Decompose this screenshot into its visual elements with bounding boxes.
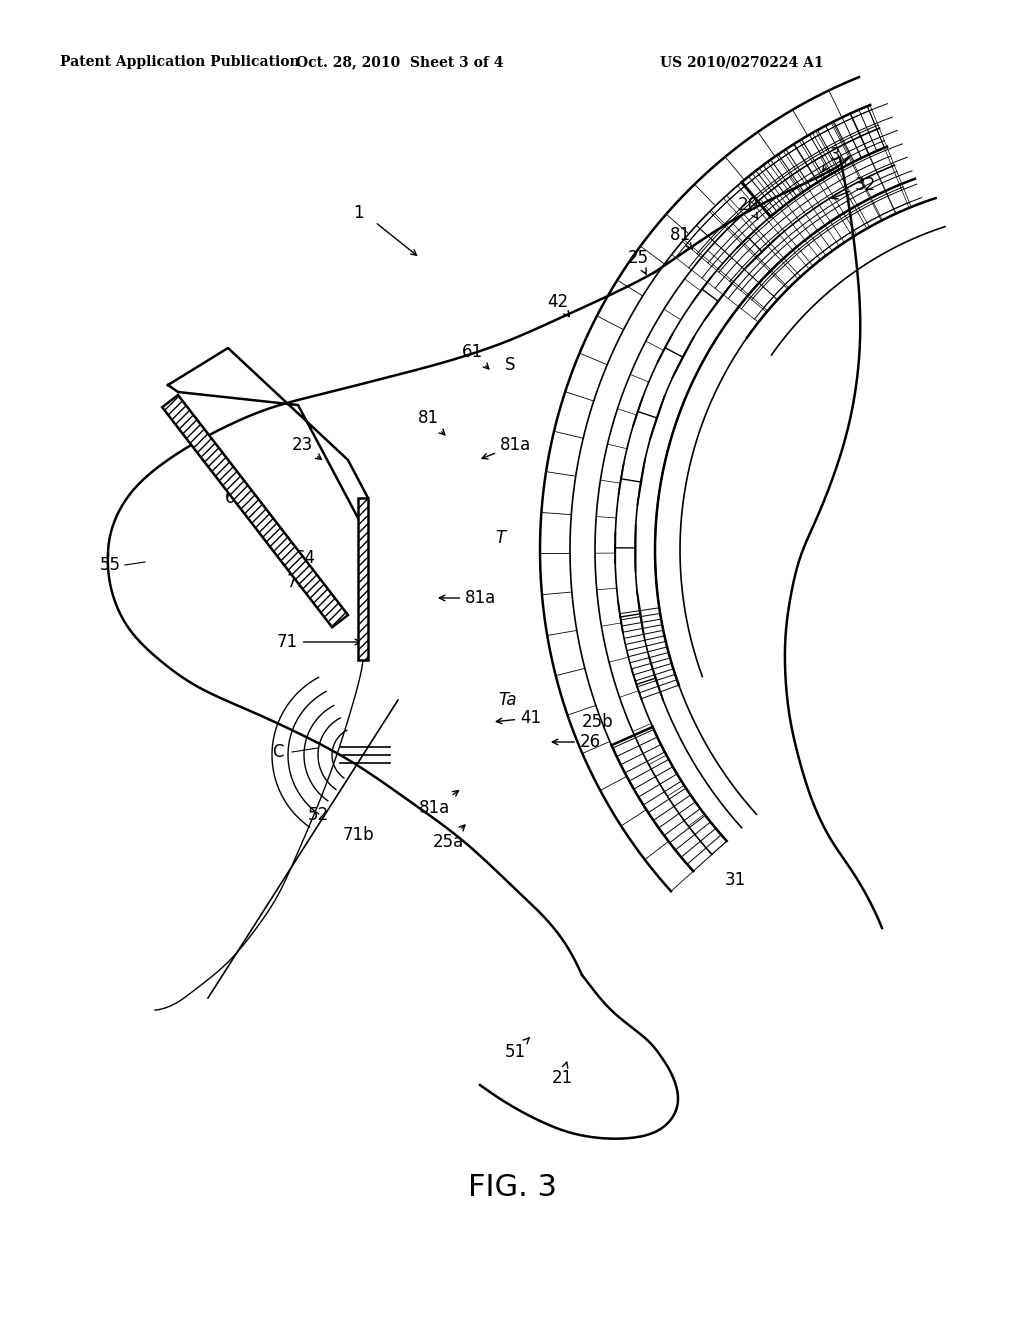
Polygon shape (358, 498, 368, 660)
Text: S: S (505, 356, 515, 374)
Polygon shape (162, 395, 348, 627)
Text: Oct. 28, 2010  Sheet 3 of 4: Oct. 28, 2010 Sheet 3 of 4 (296, 55, 504, 69)
Text: 3: 3 (822, 147, 841, 172)
Text: 71a: 71a (287, 573, 317, 591)
Text: 41: 41 (497, 709, 541, 727)
Text: 21: 21 (551, 1063, 572, 1086)
Text: 1: 1 (352, 205, 364, 222)
Text: 52: 52 (307, 807, 329, 824)
Text: T: T (495, 529, 505, 546)
Text: Patent Application Publication: Patent Application Publication (60, 55, 300, 69)
Text: C: C (272, 743, 284, 762)
Text: 62: 62 (224, 488, 246, 507)
Text: 23: 23 (292, 436, 322, 459)
Text: 42: 42 (548, 293, 569, 317)
Text: 25a: 25a (432, 825, 465, 851)
Text: 55: 55 (99, 556, 121, 574)
Text: 20: 20 (737, 195, 759, 219)
Text: 71b: 71b (342, 826, 374, 843)
Text: 31: 31 (724, 871, 745, 888)
Text: 32: 32 (833, 176, 877, 199)
Text: 26: 26 (552, 733, 601, 751)
Text: 64: 64 (295, 549, 315, 568)
Text: US 2010/0270224 A1: US 2010/0270224 A1 (660, 55, 823, 69)
Text: 25b: 25b (583, 713, 613, 731)
Text: 25: 25 (628, 249, 648, 275)
Text: 51: 51 (505, 1038, 529, 1061)
Text: 61: 61 (462, 343, 488, 368)
Text: 71: 71 (276, 634, 360, 651)
Text: Ta: Ta (499, 690, 517, 709)
Text: 81a: 81a (482, 436, 531, 459)
Text: FIG. 3: FIG. 3 (468, 1173, 556, 1203)
Text: 81: 81 (670, 226, 692, 249)
Text: 81a: 81a (439, 589, 497, 607)
Text: 81: 81 (418, 409, 445, 434)
Text: 81a: 81a (420, 791, 459, 817)
